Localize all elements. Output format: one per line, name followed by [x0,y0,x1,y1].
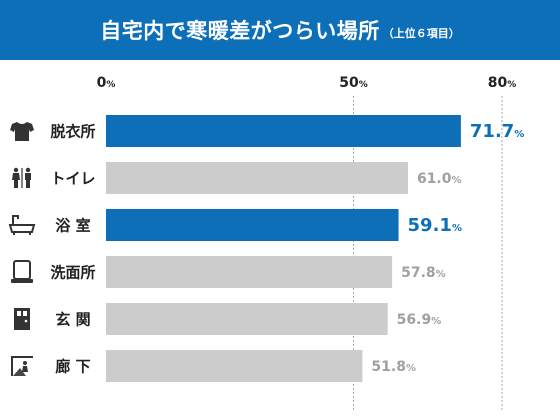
value-number: 71.7 [470,121,514,142]
x-tick-label: 0% [97,75,116,91]
x-tick-label: 50% [339,75,368,91]
value-unit: % [431,316,441,327]
value-number: 56.9 [397,312,432,328]
chart-title: 自宅内で寒暖差がつらい場所 [100,19,380,43]
value-unit: % [514,129,524,140]
x-tick-value: 50 [339,75,359,91]
bar-5 [106,303,388,335]
bar-3 [106,209,399,241]
bar-6 [106,350,363,382]
hallway-icon [11,356,33,376]
category-label: 玄 関 [55,311,90,329]
value-number: 61.0 [417,171,452,187]
mirror-icon [11,260,33,283]
value-label: 56.9% [397,312,442,328]
value-unit: % [436,269,446,280]
value-label: 59.1% [408,215,462,236]
value-unit: % [451,175,461,186]
x-tick-value: 80 [488,75,508,91]
category-label: 洗面所 [50,264,95,282]
value-label: 61.0% [417,171,462,187]
value-number: 59.1 [408,215,452,236]
value-label: 51.8% [371,359,416,375]
shirt-icon [10,122,34,141]
door-icon [14,308,30,330]
x-tick-unit: % [106,80,115,90]
bathtub-icon [8,215,36,235]
x-tick-unit: % [507,80,516,90]
value-number: 57.8 [401,265,436,281]
value-number: 51.8 [371,359,406,375]
category-label: 脱衣所 [50,123,95,141]
category-label: 廊 下 [55,358,90,376]
x-tick-label: 80% [488,75,517,91]
x-tick-unit: % [359,80,368,90]
x-tick-value: 0 [97,75,107,91]
value-label: 57.8% [401,265,446,281]
value-unit: % [406,363,416,374]
category-label: トイレ [50,170,95,188]
bar-1 [106,115,461,147]
restroom-icon [12,167,31,188]
category-label: 浴 室 [55,217,90,235]
bar-4 [106,256,393,288]
value-unit: % [452,223,462,234]
chart-title-bar: 自宅内で寒暖差がつらい場所 （上位６項目） [0,0,560,60]
bar-2 [106,162,408,194]
value-label: 71.7% [470,121,524,142]
chart-subtitle: （上位６項目） [382,27,460,40]
